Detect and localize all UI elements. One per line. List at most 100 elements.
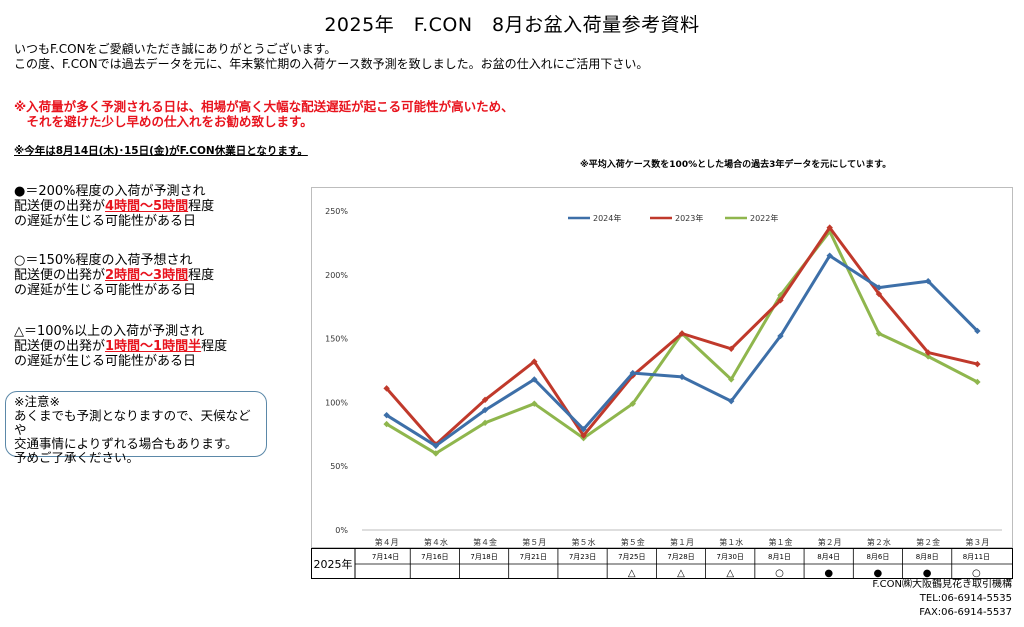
caution-line: 予めご了承ください。	[14, 450, 140, 465]
data-point	[777, 332, 784, 340]
table-date-cell: 7月25日	[618, 553, 645, 561]
data-point	[924, 353, 932, 360]
legend-item-triangle: △＝100%以上の入荷が予測され 配送便の出発が1時間～1時間半程度 の遅延が生…	[14, 324, 227, 369]
legend-line: ○＝150%程度の入荷予想され	[14, 253, 193, 268]
caution-heading: ※注意※	[14, 394, 60, 409]
chart-frame: 0% 50% 100% 150% 200% 250% 第４月 第４水 第４金 第５月 第５水 第５金 第…	[311, 187, 1013, 548]
data-point	[481, 406, 489, 414]
data-point	[826, 252, 833, 259]
data-point	[974, 360, 981, 368]
table-date-cell: 8月11日	[963, 553, 990, 561]
table-mark-cell: △	[628, 568, 636, 579]
table-mark-cell: ●	[923, 568, 932, 579]
legend-line: 配送便の出発が1時間～1時間半程度	[14, 339, 227, 354]
data-point	[924, 349, 932, 356]
intro-text: いつもF.CONをご愛顧いただき誠にありがとうございます。 この度、F.CONで…	[14, 42, 648, 72]
legend-line: の遅延が生じる可能性がある日	[14, 354, 197, 369]
warning-line: それを避けた少し早めの仕入れをお勧め致します。	[14, 114, 313, 129]
legend-line: △＝100%以上の入荷が予測され	[14, 324, 205, 339]
caution-box: ※注意※ あくまでも予測となりますので、天候などや 交通事情によりずれる場合もあ…	[5, 391, 267, 465]
x-tick-label: 第５金	[621, 537, 645, 547]
x-tick-label: 第５水	[572, 537, 596, 547]
intro-line: いつもF.CONをご愛顧いただき誠にありがとうございます。	[14, 42, 337, 56]
y-tick-label: 250%	[325, 207, 348, 216]
legend-line: ●＝200%程度の入荷が予測され	[14, 184, 206, 199]
table-mark-cell: ○	[775, 568, 784, 579]
table-border	[311, 548, 1013, 579]
table-date-cell: 7月30日	[717, 553, 744, 561]
data-point	[481, 419, 489, 427]
series-line	[385, 254, 979, 448]
table-mark-cell: △	[677, 568, 685, 579]
x-tick-label: 第１金	[768, 537, 792, 547]
data-point	[875, 284, 883, 291]
legend-post: 程度	[201, 339, 228, 354]
caution-line: あくまでも予測となりますので、天候などや	[14, 408, 251, 437]
warning-line: ※入荷量が多く予測される日は、相場が高く大幅な配送遅延が起こる可能性が高いため、	[14, 99, 514, 114]
table-date-cell: 8月8日	[916, 553, 939, 561]
table-mark-cell: ●	[874, 568, 883, 579]
data-point	[924, 277, 932, 285]
footer: F.CON㈱大阪鶴見花き取引機構 TEL:06-6914-5535 FAX:06…	[872, 578, 1012, 620]
x-tick-label: 第２月	[818, 537, 842, 547]
legend-highlight: 1時間～1時間半	[105, 339, 202, 354]
data-point	[383, 385, 390, 392]
data-point	[383, 420, 390, 428]
legend-line: 配送便の出発が4時間～5時間程度	[14, 199, 214, 214]
y-tick-label: 150%	[325, 335, 348, 344]
line-chart: 0% 50% 100% 150% 200% 250% 第４月 第４水 第４金 第５月 第５水 第５金 第…	[325, 207, 1002, 547]
data-point	[432, 442, 440, 449]
warning-text: ※入荷量が多く予測される日は、相場が高く大幅な配送遅延が起こる可能性が高いため、…	[14, 99, 514, 129]
x-tick-label: 第２金	[916, 537, 940, 547]
table-date-cell: 8月1日	[768, 553, 791, 561]
table-date-cell: 7月14日	[372, 553, 399, 561]
y-tick-label: 0%	[335, 526, 348, 535]
y-tick-label: 100%	[325, 398, 348, 407]
legend-item-black-circle: ●＝200%程度の入荷が予測され 配送便の出発が4時間～5時間程度 の遅延が生じ…	[14, 184, 214, 229]
data-point	[678, 373, 686, 381]
legend-label: 2023年	[675, 213, 703, 223]
x-tick-label: 第２水	[867, 537, 891, 547]
legend-highlight: 2時間～3時間	[105, 268, 189, 283]
data-point	[875, 290, 883, 298]
basis-note: ※平均入荷ケース数を100%とした場合の過去3年データを元にしています。	[580, 160, 892, 170]
x-tick-label: 第５月	[522, 537, 546, 547]
intro-line: この度、F.CONでは過去データを元に、年末繁忙期の入荷ケース数予測を致しました…	[14, 57, 649, 71]
x-tick-label: 第１水	[719, 537, 743, 547]
data-point	[974, 378, 981, 386]
table-mark-cell: ●	[824, 568, 833, 579]
table-row-label: 2025年	[313, 558, 353, 571]
x-tick-label: 第４水	[424, 537, 448, 547]
legend-label: 2022年	[750, 213, 778, 223]
caution-line: 交通事情によりずれる場合もあります。	[14, 436, 238, 451]
footer-tel: TEL:06-6914-5535	[919, 593, 1012, 604]
x-tick-label: 第１月	[670, 537, 694, 547]
data-point	[580, 432, 587, 439]
table-date-cell: 8月6日	[866, 553, 889, 561]
legend-line: の遅延が生じる可能性がある日	[14, 283, 197, 298]
table-date-cell: 7月21日	[520, 553, 547, 561]
table-date-cell: 7月18日	[470, 553, 497, 561]
legend-post: 程度	[188, 199, 215, 214]
data-point	[580, 425, 587, 433]
table-date-cell: 7月16日	[421, 553, 448, 561]
x-tick-label: 第３月	[965, 537, 989, 547]
data-point	[826, 228, 833, 235]
table-mark-cell: ○	[972, 568, 981, 579]
table-date-cell: 7月28日	[667, 553, 694, 561]
date-mark-table: 7月14日 7月16日 7月18日 7月21日 7月23日 7月25日 △ 7月28日 △ 7月3…	[311, 548, 1013, 579]
table-date-cell: 7月23日	[569, 553, 596, 561]
legend-pre: 配送便の出発が	[14, 268, 106, 283]
table-date-cell: 8月4日	[817, 553, 840, 561]
legend-highlight: 4時間～5時間	[105, 199, 189, 214]
series-line	[385, 229, 979, 455]
data-point	[383, 411, 390, 419]
footer-company: F.CON㈱大阪鶴見花き取引機構	[872, 579, 1012, 590]
legend-line: 配送便の出発が2時間～3時間程度	[14, 268, 214, 283]
data-point	[826, 224, 833, 231]
legend-post: 程度	[188, 268, 215, 283]
legend-line: の遅延が生じる可能性がある日	[14, 214, 197, 229]
legend-pre: 配送便の出発が	[14, 199, 106, 214]
data-point	[777, 297, 784, 304]
data-point	[481, 396, 489, 404]
